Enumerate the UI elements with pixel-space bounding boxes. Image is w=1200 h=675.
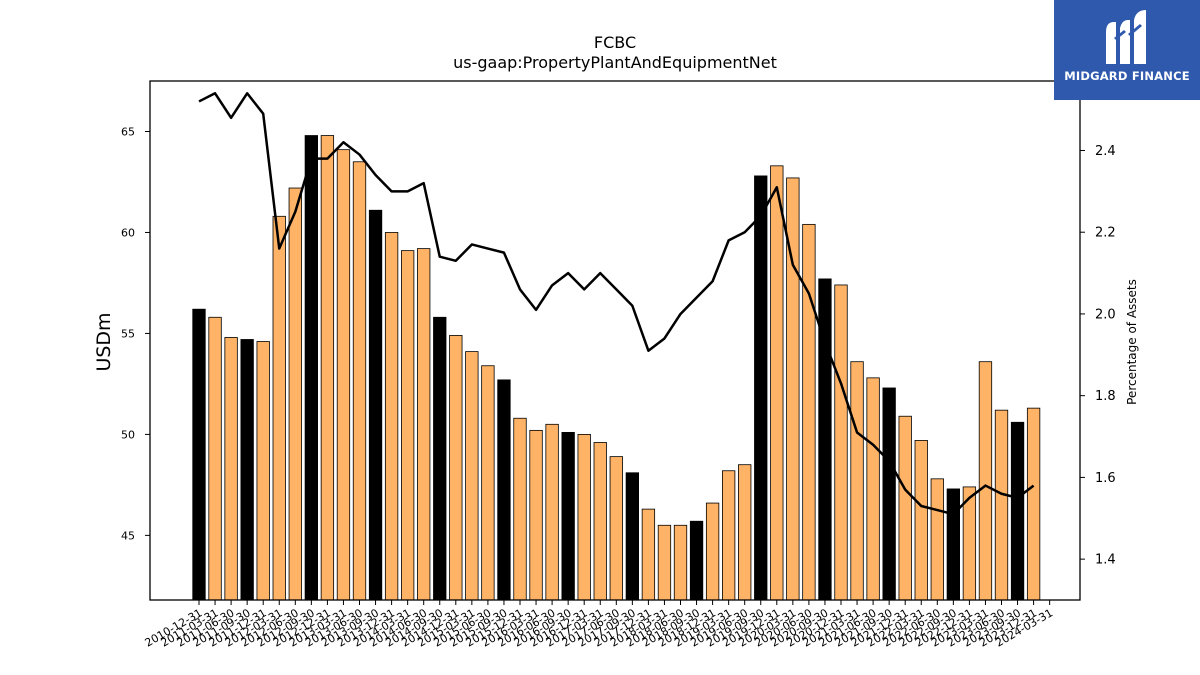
bar-annual: [689, 520, 704, 601]
bar-quarterly: [208, 316, 222, 601]
y-axis-label: USDm: [93, 312, 115, 371]
bar-quarterly: [657, 524, 672, 601]
y2-tick-label: 1.4: [1095, 553, 1116, 568]
bar-quarterly: [336, 149, 351, 601]
bar-quarterly: [978, 361, 993, 601]
bar-quarterly: [802, 223, 816, 601]
y-tick-label: 65: [121, 125, 135, 138]
y-tick-label: 50: [121, 428, 135, 441]
bar-quarterly: [288, 187, 302, 601]
bar-annual: [1010, 421, 1025, 601]
chart-title: FCBC: [594, 33, 636, 52]
bar-annual: [192, 308, 206, 601]
plot-frame: [149, 80, 1081, 601]
left-axis: 45 50 55 60 65: [121, 125, 150, 542]
bar-quarterly: [256, 341, 270, 601]
x-axis: 2010-12-312011-03-312011-06-302011-09-30…: [143, 600, 1055, 650]
midgard-finance-logo: MIDGARD FINANCE: [1054, 0, 1200, 100]
bar-annual: [497, 379, 511, 601]
bar-quarterly: [898, 415, 912, 601]
bar-quarterly: [930, 478, 944, 601]
bar-quarterly: [738, 464, 752, 601]
bar-quarterly: [705, 502, 720, 601]
bar-annual: [882, 387, 896, 601]
bar-quarterly: [994, 409, 1009, 601]
y-tick-label: 60: [121, 226, 135, 239]
bar-quarterly: [850, 361, 864, 601]
bar-annual: [433, 316, 447, 601]
bar-annual: [561, 431, 575, 601]
bar-annual: [368, 209, 383, 601]
percentage-line: [198, 92, 1035, 516]
bar-quarterly: [834, 284, 848, 601]
bar-quarterly: [272, 215, 286, 601]
bar-quarterly: [609, 456, 623, 601]
logo-brand-name: MIDGARD FINANCE: [1064, 69, 1190, 83]
bar-quarterly: [577, 433, 591, 601]
bar-series: [192, 135, 1041, 601]
bar-annual: [754, 175, 768, 601]
bar-quarterly: [481, 365, 495, 601]
y2-tick-label: 2.2: [1095, 226, 1116, 241]
y-tick-label: 45: [121, 529, 135, 542]
bar-quarterly: [641, 508, 656, 601]
bar-quarterly: [224, 337, 238, 601]
bar-annual: [240, 339, 254, 601]
chart-subtitle: us-gaap:PropertyPlantAndEquipmentNet: [453, 53, 777, 72]
bar-quarterly: [770, 165, 784, 601]
bar-annual: [946, 488, 960, 601]
right-axis: 1.4 1.6 1.8 2.0 2.2 2.4: [1080, 144, 1116, 568]
y-tick-label: 55: [121, 327, 135, 340]
bar-quarterly: [384, 232, 399, 601]
y2-tick-label: 1.6: [1095, 471, 1116, 486]
bar-quarterly: [673, 524, 688, 601]
bar-quarterly: [417, 248, 431, 601]
bar-quarterly: [465, 351, 479, 601]
bar-quarterly: [593, 442, 607, 601]
bar-quarterly: [545, 423, 559, 601]
bar-quarterly: [352, 161, 367, 601]
bar-annual: [625, 472, 639, 601]
bar-quarterly: [400, 250, 415, 601]
bar-quarterly: [513, 417, 527, 601]
bar-annual: [304, 135, 319, 601]
bar-quarterly: [722, 470, 736, 601]
bar-quarterly: [914, 440, 928, 601]
y2-tick-label: 2.0: [1095, 307, 1116, 322]
y2-tick-label: 2.4: [1095, 144, 1116, 159]
y2-tick-label: 1.8: [1095, 389, 1116, 404]
bar-quarterly: [320, 135, 335, 601]
midgard-logo-mark-icon: [1106, 10, 1146, 64]
bar-quarterly: [866, 377, 880, 601]
bar-quarterly: [449, 335, 463, 601]
bar-quarterly: [1026, 407, 1041, 601]
bar-quarterly: [529, 429, 543, 601]
y2-axis-label: Percentage of Assets: [1125, 279, 1139, 405]
